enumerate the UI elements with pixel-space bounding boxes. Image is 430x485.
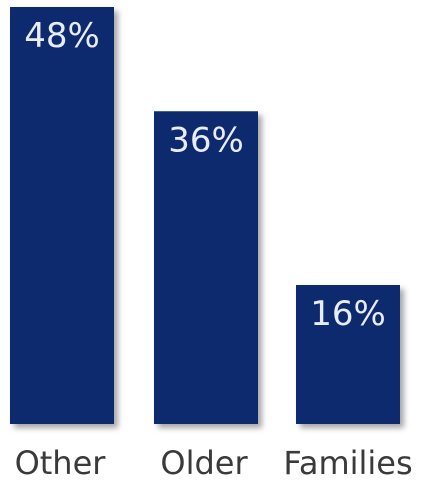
- category-labels-group: Other Older Families: [15, 444, 413, 482]
- bar-older: [154, 111, 258, 424]
- bar-other: [10, 7, 114, 424]
- value-label-older: 36%: [168, 120, 244, 160]
- value-labels-group: 48% 36% 16%: [24, 16, 386, 334]
- category-label-families: Families: [283, 444, 412, 482]
- bar-families: [296, 285, 400, 424]
- category-label-other: Other: [15, 444, 107, 482]
- value-label-other: 48%: [24, 16, 100, 56]
- value-label-families: 16%: [310, 294, 386, 334]
- category-label-older: Older: [160, 444, 248, 482]
- bars-group: [10, 7, 400, 424]
